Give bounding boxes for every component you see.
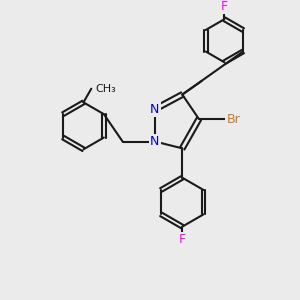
Text: CH₃: CH₃ bbox=[95, 84, 116, 94]
Text: Br: Br bbox=[226, 112, 240, 125]
Text: N: N bbox=[150, 135, 160, 148]
Text: F: F bbox=[179, 233, 186, 246]
Text: N: N bbox=[150, 103, 160, 116]
Text: F: F bbox=[221, 0, 228, 13]
